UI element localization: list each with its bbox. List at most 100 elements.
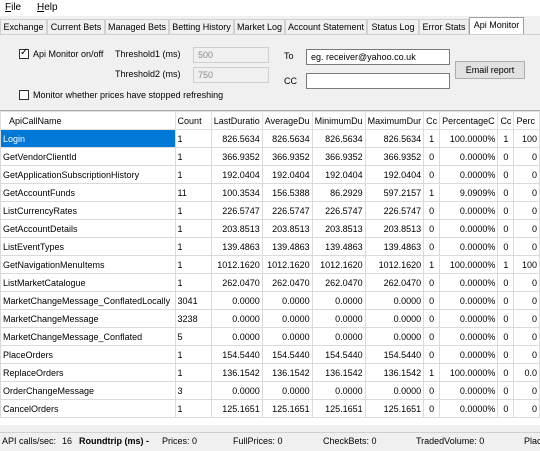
api-call-name-cell: CancelOrders <box>0 399 176 418</box>
menu-help[interactable]: Help <box>37 2 58 13</box>
table-row[interactable]: ListEventTypes 1 139.4863 139.4863 139.4863 1… <box>0 237 540 256</box>
tab-managed-bets[interactable]: Managed Bets <box>105 19 169 34</box>
refresh-monitor-label: Monitor whether prices have stopped refr… <box>33 90 224 100</box>
table-cell: 3238 <box>174 309 212 328</box>
col-header[interactable]: Perc <box>513 111 540 130</box>
col-header[interactable]: AverageDu <box>261 111 313 130</box>
table-cell: 0 <box>513 381 540 400</box>
col-header[interactable]: Cc <box>497 111 515 130</box>
tab-betting-history[interactable]: Betting History <box>169 19 234 34</box>
table-row[interactable]: OrderChangeMessage 3 0.0000 0.0000 0.0000 0.0… <box>0 381 540 400</box>
table-row[interactable]: GetNavigationMenuItems 1 1012.1620 1012.162… <box>0 255 540 274</box>
table-cell: 0 <box>513 147 540 166</box>
table-cell: 100.0000% <box>439 255 499 274</box>
table-cell: 0.0000% <box>439 201 499 220</box>
tab-account-statement[interactable]: Account Statement <box>285 19 367 34</box>
threshold1-input[interactable]: 500 <box>193 47 269 63</box>
to-email-input[interactable]: eg. receiver@yahoo.co.uk <box>306 49 450 65</box>
api-call-grid[interactable]: ApiCallName Count LastDuratio AverageDu … <box>0 110 540 425</box>
fullprices-status: FullPrices: 0 <box>233 436 283 446</box>
table-row[interactable]: ListCurrencyRates 1 226.5747 226.5747 226.57… <box>0 201 540 220</box>
table-cell: 1 <box>423 363 441 382</box>
tab-exchange[interactable]: Exchange <box>0 19 47 34</box>
table-cell: 0.0000 <box>364 381 425 400</box>
api-call-name-cell: OrderChangeMessage <box>0 381 176 400</box>
refresh-monitor-checkbox[interactable] <box>19 90 29 100</box>
table-cell: 125.1651 <box>311 399 366 418</box>
menu-file[interactable]: File <box>5 2 22 13</box>
table-cell: 139.4863 <box>210 237 263 256</box>
table-cell: 0.0000 <box>261 309 313 328</box>
api-call-name-cell: GetAccountDetails <box>0 219 176 238</box>
table-cell: 366.9352 <box>311 147 366 166</box>
table-cell: 1 <box>174 345 212 364</box>
table-cell: 0 <box>497 183 515 202</box>
roundtrip-label: Roundtrip (ms) - <box>79 436 149 446</box>
table-cell: 0 <box>497 309 515 328</box>
table-cell: 0 <box>423 165 441 184</box>
table-cell: 0.0000 <box>364 327 425 346</box>
threshold2-label: Threshold2 (ms) <box>115 69 181 79</box>
api-call-table: ApiCallName Count LastDuratio AverageDu … <box>0 111 540 418</box>
table-cell: 0.0000% <box>439 399 499 418</box>
table-row[interactable]: ReplaceOrders 1 136.1542 136.1542 136.1542 13… <box>0 363 540 382</box>
table-row[interactable]: PlaceOrders 1 154.5440 154.5440 154.5440 154.… <box>0 345 540 364</box>
tab-api-monitor[interactable]: Api Monitor <box>469 17 524 35</box>
place-status: Place <box>524 436 540 446</box>
tab-status-log[interactable]: Status Log <box>367 19 419 34</box>
table-cell: 0.0000 <box>311 291 366 310</box>
table-row[interactable]: ListMarketCatalogue 1 262.0470 262.0470 262.… <box>0 273 540 292</box>
api-call-name-cell: GetAccountFunds <box>0 183 176 202</box>
table-cell: 11 <box>174 183 212 202</box>
col-header[interactable]: Count <box>174 111 212 130</box>
tab-error-stats[interactable]: Error Stats <box>419 19 469 34</box>
table-cell: 0 <box>513 327 540 346</box>
table-row[interactable]: MarketChangeMessage_ConflatedLocally 3041… <box>0 291 540 310</box>
col-header[interactable]: Cc <box>423 111 441 130</box>
col-header[interactable]: PercentageC <box>439 111 499 130</box>
table-cell: 139.4863 <box>261 237 313 256</box>
col-header[interactable]: MaximumDur <box>364 111 425 130</box>
menu-bar: File Help <box>0 0 540 16</box>
table-cell: 136.1542 <box>261 363 313 382</box>
table-cell: 0 <box>423 327 441 346</box>
table-cell: 226.5747 <box>210 201 263 220</box>
col-header[interactable]: LastDuratio <box>210 111 263 130</box>
table-cell: 1 <box>423 129 441 148</box>
table-row[interactable]: GetVendorClientId 1 366.9352 366.9352 366.93… <box>0 147 540 166</box>
table-cell: 1 <box>174 363 212 382</box>
cc-email-input[interactable] <box>306 73 450 89</box>
table-cell: 0 <box>497 147 515 166</box>
table-cell: 125.1651 <box>210 399 263 418</box>
table-row[interactable]: GetAccountFunds 11 100.3534 156.5388 86.2929… <box>0 183 540 202</box>
api-call-name-cell: MarketChangeMessage_Conflated <box>0 327 176 346</box>
table-row[interactable]: GetAccountDetails 1 203.8513 203.8513 203.85… <box>0 219 540 238</box>
table-cell: 1 <box>174 147 212 166</box>
table-row[interactable]: CancelOrders 1 125.1651 125.1651 125.1651 125… <box>0 399 540 418</box>
api-monitor-checkbox[interactable] <box>19 47 29 59</box>
table-row[interactable]: MarketChangeMessage 3238 0.0000 0.0000 0.000… <box>0 309 540 328</box>
email-report-button[interactable]: Email report <box>455 61 525 79</box>
col-header[interactable]: ApiCallName <box>0 111 176 130</box>
tab-current-bets[interactable]: Current Bets <box>47 19 105 34</box>
table-cell: 125.1651 <box>261 399 313 418</box>
table-row[interactable]: MarketChangeMessage_Conflated 5 0.0000 0.00… <box>0 327 540 346</box>
table-cell: 100.0000% <box>439 129 499 148</box>
table-cell: 0.0000% <box>439 147 499 166</box>
threshold2-input[interactable]: 750 <box>193 67 269 83</box>
table-cell: 100.0000% <box>439 363 499 382</box>
table-row[interactable]: Login 1 826.5634 826.5634 826.5634 826.5634 1 1… <box>0 129 540 148</box>
table-cell: 262.0470 <box>364 273 425 292</box>
table-cell: 0.0000 <box>210 381 263 400</box>
table-cell: 203.8513 <box>364 219 425 238</box>
table-cell: 1012.1620 <box>261 255 313 274</box>
table-cell: 0 <box>513 309 540 328</box>
col-header[interactable]: MinimumDu <box>311 111 366 130</box>
table-row[interactable]: GetApplicationSubscriptionHistory 1 192.04… <box>0 165 540 184</box>
table-cell: 0 <box>497 273 515 292</box>
table-cell: 0 <box>423 273 441 292</box>
table-cell: 139.4863 <box>364 237 425 256</box>
table-cell: 262.0470 <box>311 273 366 292</box>
threshold1-label: Threshold1 (ms) <box>115 49 181 59</box>
tab-market-log[interactable]: Market Log <box>234 19 285 34</box>
